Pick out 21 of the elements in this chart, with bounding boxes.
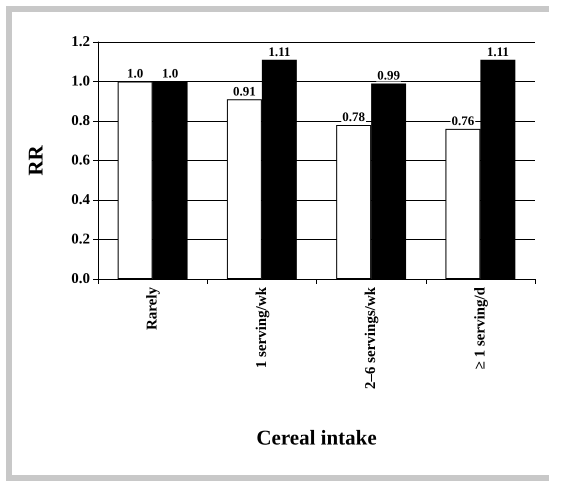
x-tick-label: 1 serving/wk (254, 286, 270, 368)
y-tick-label: 0.0 (71, 271, 90, 287)
data-label: 0.76 (452, 112, 475, 128)
y-tick-label: 1.2 (71, 34, 90, 50)
y-tick-label: 0.8 (71, 113, 90, 129)
data-label: 1.11 (486, 44, 509, 59)
x-axis-title: Cereal intake (256, 426, 377, 450)
data-label: 1.0 (162, 66, 178, 80)
y-tick-label: 0.6 (71, 152, 90, 168)
x-tick-label: 2–6 servings/wk (363, 286, 380, 390)
y-axis-title: RR (24, 144, 48, 176)
y-tick-label: 0.4 (71, 192, 90, 208)
x-tick-label: Rarely (144, 286, 161, 330)
y-tick-label: 1.0 (71, 74, 90, 90)
data-label: 1.0 (127, 66, 144, 80)
data-label: 0.78 (342, 108, 366, 124)
data-label: 0.91 (233, 83, 256, 98)
data-label: 1.11 (268, 44, 290, 59)
y-tick-label: 0.2 (71, 232, 90, 248)
x-tick-label: ≥ 1 serving/d (472, 286, 488, 370)
data-label: 0.99 (377, 67, 400, 82)
